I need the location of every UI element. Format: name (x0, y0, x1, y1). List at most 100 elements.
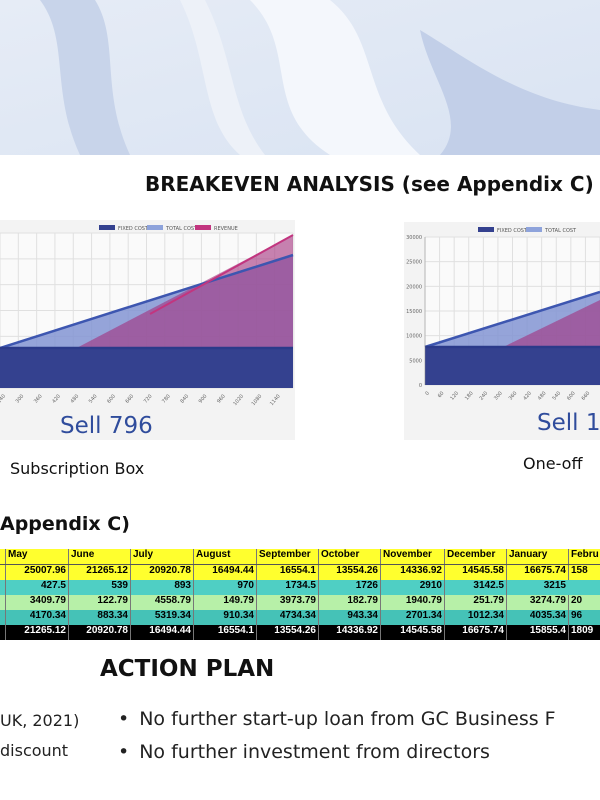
section-title: ACTION PLAN (100, 656, 275, 682)
table-cell: 4035.34 (506, 610, 568, 625)
table-cell: 14545.58 (380, 625, 444, 640)
x-tick-label: 300 (493, 390, 504, 401)
legend-swatch (526, 227, 542, 232)
x-tick-label: 360 (33, 393, 44, 404)
x-tick-label: 360 (508, 390, 519, 401)
table-cell: 16675.74 (444, 625, 506, 640)
section-title: BREAKEVEN ANALYSIS (see Appendix C) (145, 172, 594, 196)
x-tick-label: 60 (437, 390, 446, 399)
table-cell: 3973.79 (256, 595, 318, 610)
table-cell: 251.79 (444, 595, 506, 610)
table-cell: 1012.34 (444, 610, 506, 625)
header-cell: July (130, 549, 193, 564)
table-cell: 20920.78 (130, 565, 193, 580)
table-cell: 910.34 (193, 610, 256, 625)
table-row: 4170.34 883.34 5319.34 910.34 4734.34 943.34 2… (0, 610, 600, 626)
x-tick-label: 600 (106, 393, 117, 404)
legend-swatch (478, 227, 494, 232)
header-cell: September (256, 549, 318, 564)
table-cell: 14545.58 (444, 565, 506, 580)
header-cell: December (444, 549, 506, 564)
x-tick-label: 240 (0, 393, 7, 404)
x-tick-label: 540 (551, 390, 562, 401)
header-cell: August (193, 549, 256, 564)
table-cell: 20920.78 (68, 625, 130, 640)
x-tick-label: 600 (566, 390, 577, 401)
table-cell: 943.34 (318, 610, 380, 625)
table-row: 427.5 539 893 970 1734.5 1726 2910 3142.5 3215 (0, 580, 600, 596)
table-cell: 16494.44 (130, 625, 193, 640)
x-tick-label: 540 (88, 393, 99, 404)
table-row: 3409.79 122.79 4558.79 149.79 3973.79 182.79 1… (0, 595, 600, 611)
y-tick-label: 25000 (406, 260, 422, 266)
x-tick-label: 960 (216, 393, 227, 404)
table-cell: 3215 (506, 580, 568, 595)
header-cell: January (506, 549, 568, 564)
table-cell: 21265.12 (5, 625, 68, 640)
bullet: No further investment from directors (118, 741, 490, 763)
x-tick-label: 900 (198, 393, 209, 404)
x-tick-label: 660 (581, 390, 592, 401)
fixed-cost-area (425, 347, 600, 385)
table-cell: 1809 (568, 625, 600, 640)
table-cell: 14336.92 (318, 625, 380, 640)
y-tick-label: 0 (419, 383, 422, 389)
legend-label: REVENUE (214, 226, 238, 232)
legend-label: TOTAL COST (544, 228, 577, 234)
header-cell: May (5, 549, 68, 564)
chart-images: 240 300 360 420 480 540 600 660 720 780 840 900 960 1… (0, 220, 600, 440)
table-cell: 16494.44 (193, 565, 256, 580)
legend-label: TOTAL COST (165, 226, 198, 232)
x-tick-label: 480 (70, 393, 81, 404)
bullet: No further start-up loan from GC Busines… (118, 708, 555, 730)
table-cell: 149.79 (193, 595, 256, 610)
table: May June July August September October Novembe… (0, 549, 600, 640)
text-line: discount (0, 741, 69, 760)
y-tick-label: 10000 (406, 334, 422, 340)
table-cell: 1734.5 (256, 580, 318, 595)
chart-label: One-off (523, 454, 583, 473)
table-cell: 4558.79 (130, 595, 193, 610)
table-cell: 14336.92 (380, 565, 444, 580)
table-cell: 5319.34 (130, 610, 193, 625)
x-tick-label: 420 (51, 393, 62, 404)
table-cell: 3409.79 (5, 595, 68, 610)
table-cell: 970 (193, 580, 256, 595)
table-title: Appendix C) (0, 513, 130, 535)
text-line: UK, 2021) (0, 711, 80, 730)
legend-label: FIXED COST (118, 226, 149, 232)
table-cell: 20 (568, 595, 600, 610)
x-tick-label: 480 (537, 390, 548, 401)
x-tick-label: 240 (479, 390, 490, 401)
table-cell: 883.34 (68, 610, 130, 625)
chart-caption: Sell 1 (537, 410, 600, 436)
header-cell: June (68, 549, 130, 564)
x-tick-label: 300 (15, 393, 26, 404)
legend-swatch (195, 225, 211, 230)
table-cell: 2701.34 (380, 610, 444, 625)
header-cell: November (380, 549, 444, 564)
banner-image (0, 0, 600, 155)
table-cell: 1726 (318, 580, 380, 595)
y-tick-label: 15000 (406, 309, 422, 315)
x-tick-label: 660 (124, 393, 135, 404)
table-row: 25007.96 21265.12 20920.78 16494.44 16554.1 1… (0, 565, 600, 581)
x-tick-label: 180 (464, 390, 475, 401)
table-cell: 4734.34 (256, 610, 318, 625)
table-cell: 25007.96 (5, 565, 68, 580)
y-tick-label: 5000 (409, 358, 422, 364)
table-row: 21265.12 20920.78 16494.44 16554.1 13554.26 1… (0, 625, 600, 640)
x-tick-label: 0 (424, 390, 431, 396)
table-cell: 13554.26 (256, 625, 318, 640)
table-cell: 539 (68, 580, 130, 595)
table-cell: 21265.12 (68, 565, 130, 580)
table-cell: 2910 (380, 580, 444, 595)
table-cell: 96 (568, 610, 600, 625)
legend-swatch (147, 225, 163, 230)
table-cell: 16554.1 (256, 565, 318, 580)
x-tick-label: 420 (522, 390, 533, 401)
table-cell: 893 (130, 580, 193, 595)
table-cell: 15855.4 (506, 625, 568, 640)
y-tick-label: 20000 (406, 284, 422, 290)
header-cell: Febru (568, 549, 600, 564)
